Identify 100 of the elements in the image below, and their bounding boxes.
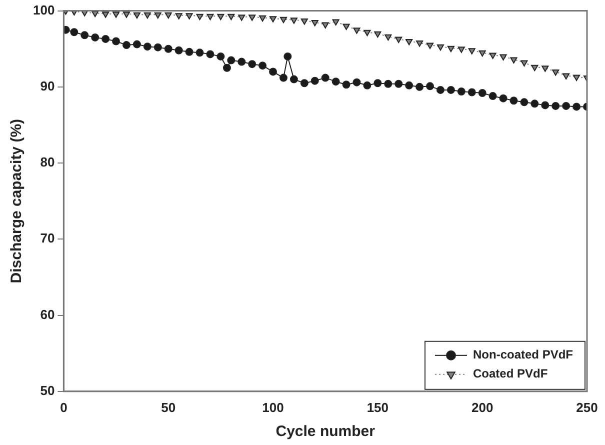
legend-label: Non-coated PVdF xyxy=(473,348,574,362)
point xyxy=(310,76,319,85)
point xyxy=(416,82,424,91)
point xyxy=(332,19,340,26)
legend-label: Coated PVdF xyxy=(473,366,548,381)
point xyxy=(238,58,246,66)
point xyxy=(154,12,162,19)
point xyxy=(446,86,455,94)
x-axis-title: Cycle number xyxy=(276,423,376,440)
point xyxy=(311,20,318,26)
point xyxy=(510,96,518,105)
point xyxy=(154,43,162,52)
point xyxy=(196,14,204,20)
point xyxy=(572,102,581,111)
point xyxy=(164,44,172,53)
y-tick-label: 70 xyxy=(40,230,55,246)
point xyxy=(112,37,120,46)
x-tick-label: 50 xyxy=(161,400,176,415)
point xyxy=(363,81,372,90)
point xyxy=(436,86,444,94)
point xyxy=(478,89,486,98)
point xyxy=(458,46,465,53)
point xyxy=(478,50,486,57)
point xyxy=(284,52,292,60)
point xyxy=(185,48,194,56)
y-tick-label: 50 xyxy=(40,382,55,398)
y-tick-label: 80 xyxy=(40,154,55,170)
point xyxy=(552,69,560,76)
point xyxy=(144,12,151,19)
point xyxy=(290,75,298,84)
point xyxy=(352,78,361,86)
point xyxy=(342,24,350,30)
point xyxy=(196,48,204,57)
point xyxy=(426,82,434,90)
point xyxy=(436,44,444,51)
point xyxy=(530,100,539,108)
point xyxy=(468,48,476,54)
point xyxy=(269,16,277,22)
point xyxy=(174,46,183,54)
point xyxy=(426,42,434,50)
point xyxy=(321,74,330,82)
point xyxy=(531,64,538,72)
point xyxy=(332,78,340,86)
y-tick-label: 90 xyxy=(40,78,55,94)
x-tick-label: 250 xyxy=(576,400,598,415)
point xyxy=(206,50,214,58)
point xyxy=(280,16,288,24)
point xyxy=(248,60,256,68)
point xyxy=(132,40,141,48)
point xyxy=(541,101,550,110)
point xyxy=(394,80,403,88)
point xyxy=(416,40,424,47)
point xyxy=(499,94,508,102)
point xyxy=(238,14,246,21)
point xyxy=(143,42,152,51)
point xyxy=(248,14,256,21)
point xyxy=(374,31,382,38)
point xyxy=(406,39,413,46)
point xyxy=(562,73,570,80)
point xyxy=(175,13,182,20)
y-axis-title: Discharge capacity (%) xyxy=(8,118,26,284)
point xyxy=(542,66,549,72)
point xyxy=(269,68,278,76)
point xyxy=(322,22,329,28)
point xyxy=(186,13,193,20)
point xyxy=(457,87,466,96)
point xyxy=(122,41,130,50)
point xyxy=(562,102,570,110)
y-tick-label: 60 xyxy=(40,306,55,322)
y-tick-label: 100 xyxy=(32,2,55,18)
point xyxy=(300,79,308,88)
point xyxy=(300,18,308,25)
point xyxy=(102,34,110,43)
point xyxy=(206,14,214,20)
point xyxy=(552,102,560,110)
point xyxy=(279,74,288,82)
x-tick-label: 200 xyxy=(471,400,494,415)
point xyxy=(133,12,140,19)
point xyxy=(216,52,225,60)
point xyxy=(122,12,130,18)
point xyxy=(102,12,110,18)
point xyxy=(227,56,236,64)
point xyxy=(364,30,371,36)
point xyxy=(70,28,78,36)
point xyxy=(510,57,518,64)
point xyxy=(258,62,267,70)
point xyxy=(384,34,392,41)
point xyxy=(342,80,350,89)
point xyxy=(217,14,224,20)
point xyxy=(290,18,298,24)
x-tick-label: 0 xyxy=(60,400,68,415)
point xyxy=(259,15,266,22)
point xyxy=(520,60,528,67)
x-tick-label: 150 xyxy=(366,400,389,415)
point xyxy=(447,46,454,52)
point xyxy=(468,88,476,96)
point xyxy=(353,28,360,34)
point xyxy=(489,52,496,59)
point xyxy=(500,54,507,60)
point xyxy=(395,36,402,43)
